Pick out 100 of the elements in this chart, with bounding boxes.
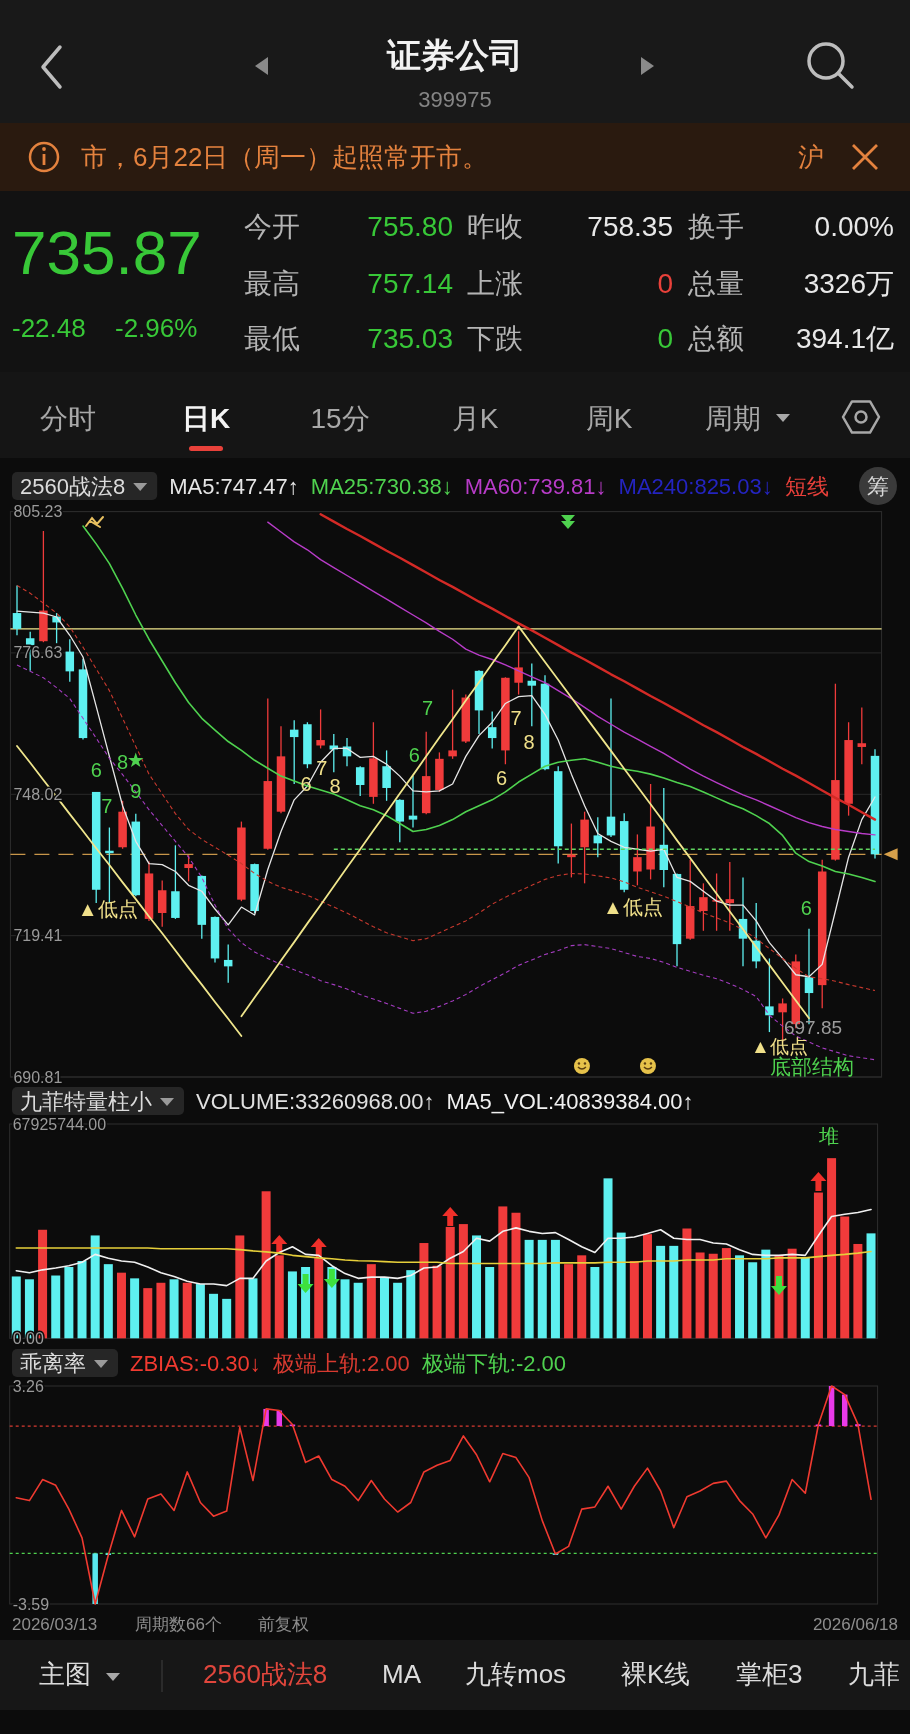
annotation: 8 — [329, 775, 341, 797]
annotation: 7 — [101, 794, 113, 817]
bar — [603, 1178, 613, 1339]
bar — [366, 1264, 376, 1339]
text: 758.35 — [587, 211, 673, 242]
bar — [577, 1255, 587, 1339]
candlestick — [448, 688, 457, 760]
text: 下跌 — [467, 323, 523, 354]
bar — [458, 1224, 468, 1339]
annotation: 8 — [523, 731, 535, 753]
bar — [432, 1265, 442, 1339]
bar — [629, 1261, 639, 1339]
annotation: 7 — [510, 707, 522, 730]
text: 掌柜3 — [736, 1659, 803, 1689]
candlestick — [606, 697, 616, 838]
text: MA5:747.47↑ — [169, 474, 299, 499]
bar — [116, 1272, 126, 1339]
text: -22.48 — [12, 313, 86, 343]
annotation: 7 — [421, 697, 434, 720]
bar — [800, 1257, 810, 1339]
text: 证券公司 — [386, 36, 523, 74]
bar — [130, 1278, 140, 1339]
chart-title: 2560战法8 — [20, 474, 126, 499]
text: 735.03 — [367, 323, 453, 354]
annotation: 7 — [316, 757, 328, 780]
bar — [498, 1206, 508, 1339]
bar — [735, 1255, 745, 1339]
y-tick-label: -3.59 — [12, 1595, 50, 1613]
bar — [472, 1235, 482, 1339]
line-series — [16, 745, 243, 1037]
series-label: ZBIAS:-0.30↓ — [130, 1351, 261, 1376]
candlestick — [593, 816, 603, 858]
bar — [222, 1298, 232, 1339]
bar — [90, 1235, 100, 1339]
text: VOLUME:33260968.00↑ — [196, 1089, 435, 1114]
bar — [827, 1158, 837, 1339]
text: 主图 — [39, 1659, 91, 1689]
text: 周K — [585, 403, 633, 434]
text: 0 — [657, 268, 673, 299]
candlestick — [355, 765, 365, 797]
annotation: 6 — [800, 897, 812, 919]
bar — [419, 1243, 429, 1339]
text: 399975 — [418, 87, 492, 112]
candlestick — [65, 638, 75, 683]
bar — [393, 1282, 403, 1339]
text: 月K — [451, 403, 499, 434]
bar — [708, 1253, 718, 1339]
annotation: ★ — [126, 749, 145, 772]
text: 分时 — [40, 403, 96, 434]
text: 日K — [181, 403, 231, 434]
chart-title: 九菲特量柱小 — [20, 1089, 152, 1114]
text: 市，6月22日（周一）起照常开市。 — [81, 142, 489, 172]
ref-line-label: 极端上轨:2.00 — [271, 1351, 410, 1376]
text: 短线 — [784, 474, 829, 499]
text: 0 — [657, 323, 673, 354]
bar — [748, 1262, 758, 1339]
bar — [669, 1245, 679, 1339]
bar — [77, 1261, 87, 1339]
text: 0.00% — [814, 211, 894, 242]
bar — [406, 1270, 416, 1339]
candlestick — [395, 798, 405, 843]
y-tick-label: 3.26 — [12, 1377, 44, 1395]
bar — [787, 1248, 797, 1339]
bar — [616, 1232, 626, 1339]
bar — [156, 1282, 166, 1339]
bar — [64, 1267, 74, 1339]
bar — [853, 1243, 863, 1339]
candlestick — [765, 957, 774, 1033]
y-tick-label: 719.41 — [13, 927, 63, 945]
text: 九转mos — [465, 1659, 567, 1689]
bar — [169, 1279, 179, 1339]
text: 前复权 — [258, 1615, 309, 1634]
text: 周期数66个 — [135, 1615, 222, 1634]
annotation: 6 — [90, 759, 102, 782]
bar — [340, 1279, 350, 1339]
candlestick — [382, 749, 391, 802]
bar — [287, 1271, 297, 1339]
bar — [103, 1264, 113, 1339]
candlestick — [487, 710, 497, 750]
annotation: 9 — [130, 780, 142, 803]
annotation: 6 — [408, 743, 420, 766]
text: 最低 — [244, 323, 300, 354]
bar — [695, 1252, 705, 1339]
bar — [721, 1248, 731, 1339]
bar — [261, 1191, 271, 1339]
candlestick — [184, 854, 193, 883]
bar — [511, 1212, 521, 1339]
text: 2026/03/13 — [12, 1615, 98, 1634]
bar — [182, 1282, 192, 1339]
text: MA60:739.81↓ — [464, 474, 607, 499]
text: 九菲 — [848, 1659, 900, 1689]
bar — [379, 1277, 389, 1339]
text: 总量 — [687, 268, 744, 299]
text: 755.80 — [367, 211, 453, 242]
bar — [537, 1239, 547, 1339]
bar — [524, 1239, 534, 1339]
text: MA5_VOL:40839384.00↑ — [446, 1089, 694, 1114]
text: 2026/06/18 — [812, 1615, 898, 1634]
annotation: ▲低点 — [603, 896, 663, 918]
bar — [195, 1284, 205, 1339]
